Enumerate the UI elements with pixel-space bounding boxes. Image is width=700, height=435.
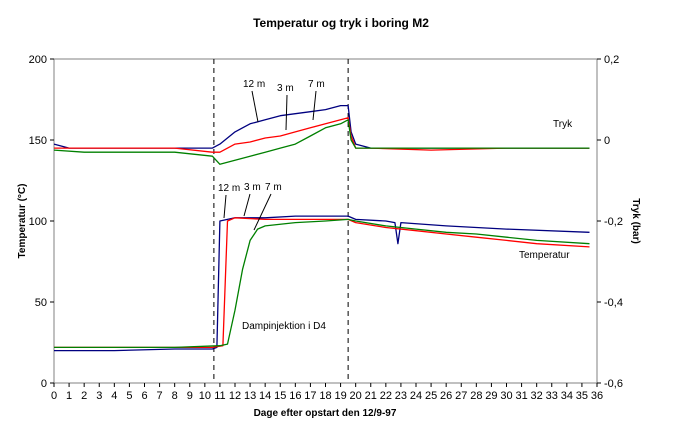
tryk-depth-12m: 12 m	[243, 79, 265, 90]
x-tick-label: 36	[591, 390, 603, 402]
tryk-arrow-7m	[312, 90, 317, 121]
x-tick-label: 8	[172, 390, 178, 402]
x-tick-label: 16	[289, 390, 301, 402]
x-tick-label: 11	[214, 390, 225, 402]
x-tick-label: 29	[485, 390, 497, 402]
x-tick-label: 27	[455, 390, 467, 402]
series-line-left-1	[54, 217, 590, 349]
y-left-tick-label: 0	[41, 378, 47, 390]
x-tick-label: 34	[561, 390, 573, 402]
series-line-right-5	[53, 119, 590, 165]
y-right-tick-label: 0	[604, 135, 610, 147]
chart-title: Temperatur og tryk i boring M2	[253, 16, 429, 30]
x-tick-label: 31	[515, 390, 527, 402]
y-left-tick-label: 150	[29, 135, 47, 147]
tryk-depth-3m: 3 m	[277, 83, 294, 94]
x-tick-label: 5	[126, 390, 132, 402]
tryk-arrow-12m	[251, 90, 259, 123]
y-axis-left-label: Temperatur (°C)	[17, 184, 28, 259]
x-axis: 0 1 2 3 4 5 6 7 8 9 10 11 12 13 14 15 16 17 18 19 20 21 22 23 24…	[51, 383, 603, 402]
tryk-label: Tryk	[553, 119, 573, 130]
y-left-tick-label: 50	[35, 297, 47, 309]
vertical-markers	[213, 59, 349, 383]
x-tick-label: 21	[365, 390, 377, 402]
x-tick-label: 9	[187, 390, 193, 402]
temp-arrow-7m	[253, 193, 272, 231]
x-tick-label: 10	[199, 390, 211, 402]
x-tick-label: 7	[157, 390, 163, 402]
injection-label: Dampinjektion i D4	[242, 321, 326, 332]
y-axis-right: -0,6 -0,4 -0,2 0 0,2	[597, 54, 623, 390]
temp-depth-7m: 7 m	[265, 182, 282, 193]
temp-arrow-3m	[243, 193, 251, 217]
x-tick-label: 28	[470, 390, 482, 402]
x-tick-label: 26	[440, 390, 452, 402]
temp-arrow-12m	[223, 194, 227, 219]
y-right-tick-label: -0,6	[604, 378, 623, 390]
x-tick-label: 13	[244, 390, 256, 402]
x-tick-label: 17	[304, 390, 316, 402]
x-tick-label: 19	[334, 390, 346, 402]
temp-label: Temperatur	[519, 250, 570, 261]
x-tick-label: 2	[81, 390, 87, 402]
x-tick-label: 15	[274, 390, 286, 402]
tryk-depth-7m: 7 m	[308, 79, 325, 90]
annotations: 12 m 3 m 7 m Tryk 12 m 3 m 7 m Temperatu…	[218, 79, 573, 332]
series-line-left-0	[54, 215, 590, 352]
y-left-tick-label: 200	[29, 54, 47, 66]
y-right-tick-label: -0,2	[604, 216, 623, 228]
temp-depth-12m: 12 m	[218, 183, 240, 194]
x-tick-label: 22	[380, 390, 392, 402]
x-tick-label: 30	[500, 390, 512, 402]
x-tick-label: 24	[410, 390, 422, 402]
x-axis-label: Dage efter opstart den 12/9-97	[254, 408, 397, 419]
temp-depth-3m: 3 m	[244, 182, 261, 193]
x-tick-label: 32	[531, 390, 543, 402]
x-tick-label: 35	[576, 390, 588, 402]
y-left-tick-label: 100	[29, 216, 47, 228]
y-right-tick-label: 0,2	[604, 54, 619, 66]
x-tick-label: 3	[96, 390, 102, 402]
series-line-right-4	[54, 117, 590, 153]
x-tick-label: 6	[141, 390, 147, 402]
x-tick-label: 14	[259, 390, 271, 402]
x-tick-label: 25	[425, 390, 437, 402]
series-layer	[53, 104, 590, 352]
tryk-arrow-3m	[285, 94, 288, 131]
x-tick-label: 18	[319, 390, 331, 402]
x-tick-label: 0	[51, 390, 57, 402]
x-tick-label: 1	[66, 390, 72, 402]
y-right-tick-label: -0,4	[604, 297, 623, 309]
series-line-right-3	[53, 104, 590, 149]
x-tick-label: 20	[350, 390, 362, 402]
series-line-left-2	[54, 218, 590, 349]
y-axis-right-label: Tryk (bar)	[630, 198, 641, 244]
x-tick-label: 12	[229, 390, 241, 402]
x-tick-label: 4	[111, 390, 117, 402]
x-tick-label: 33	[546, 390, 558, 402]
y-axis-left: 0 50 100 150 200	[29, 54, 54, 390]
x-tick-label: 23	[395, 390, 407, 402]
